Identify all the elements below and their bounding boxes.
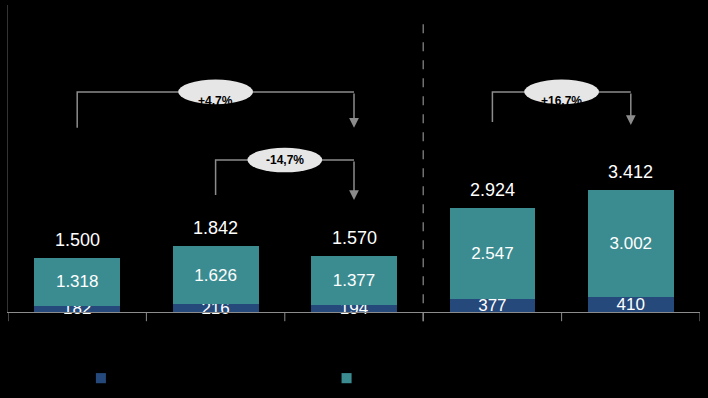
svg-text:1.842: 1.842: [193, 218, 238, 238]
svg-text:1.570: 1.570: [332, 228, 377, 248]
svg-text:1.626: 1.626: [194, 266, 237, 285]
svg-text:1.318: 1.318: [56, 272, 99, 291]
svg-text:410: 410: [617, 295, 645, 314]
svg-text:3.412: 3.412: [608, 162, 653, 182]
svg-text:182: 182: [63, 299, 91, 318]
svg-text:194: 194: [340, 299, 368, 318]
svg-text:216: 216: [201, 299, 229, 318]
svg-text:377: 377: [478, 296, 506, 315]
svg-text:+16,7%: +16,7%: [541, 94, 582, 108]
svg-text:2.924: 2.924: [470, 180, 515, 200]
svg-text:2.547: 2.547: [471, 244, 514, 263]
svg-text:1.500: 1.500: [55, 230, 100, 250]
svg-text:+4,7%: +4,7%: [198, 94, 233, 108]
svg-text:1.377: 1.377: [333, 271, 376, 290]
svg-text:-14,7%: -14,7%: [266, 153, 304, 167]
svg-text:3.002: 3.002: [610, 234, 653, 253]
